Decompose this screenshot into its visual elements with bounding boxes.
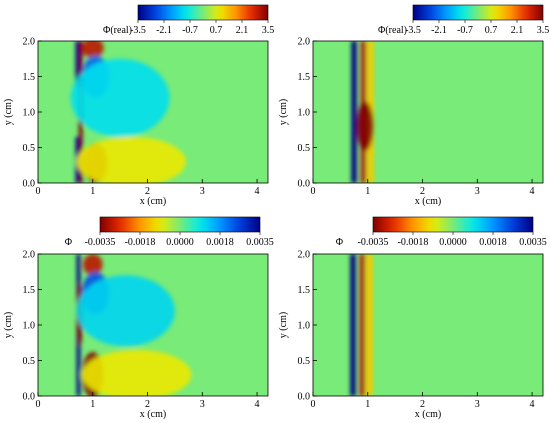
x-tick-label: 4 xyxy=(255,186,260,197)
heatmap-band xyxy=(75,41,80,88)
colorbar-tick-label: -0.0035 xyxy=(358,237,389,248)
heatmap-blob xyxy=(70,58,170,137)
y-axis-label: y (cm) xyxy=(278,99,289,125)
y-tick-label: 0.5 xyxy=(23,143,36,154)
y-tick-label: 0.0 xyxy=(23,392,36,403)
y-axis-label: y (cm) xyxy=(3,312,14,338)
heatmap-blob xyxy=(76,136,186,183)
y-tick-label: 1.5 xyxy=(23,285,36,296)
colorbar xyxy=(99,216,261,233)
y-tick-label: 2.0 xyxy=(298,250,311,261)
x-tick-label: 3 xyxy=(200,186,205,197)
heatmap-band xyxy=(359,254,365,396)
colorbar xyxy=(137,4,269,21)
colorbar-label: Φ xyxy=(336,237,343,248)
x-tick-label: 0 xyxy=(36,399,41,410)
x-tick-label: 2 xyxy=(145,186,150,197)
colorbar-tick-label: -0.7 xyxy=(457,25,473,36)
heatmap-blob xyxy=(76,275,175,347)
heatmap-background xyxy=(313,254,543,396)
heatmap-band xyxy=(351,41,357,183)
x-tick-label: 1 xyxy=(90,399,95,410)
y-tick-label: 0.5 xyxy=(298,356,311,367)
colorbar-tick-label: 2.1 xyxy=(236,25,249,36)
y-tick-label: 0.5 xyxy=(298,143,311,154)
x-tick-label: 1 xyxy=(90,186,95,197)
x-axis-label: x (cm) xyxy=(415,409,441,420)
colorbar-tick-label: 0.7 xyxy=(210,25,223,36)
y-tick-label: 0.0 xyxy=(298,179,311,190)
heatmap-background xyxy=(313,41,543,183)
x-tick-label: 0 xyxy=(36,186,41,197)
colorbar-tick-label: 0.0035 xyxy=(519,237,547,248)
colorbar-label: Φ(real) xyxy=(378,25,407,36)
colorbar-tick-label: 3.5 xyxy=(262,25,275,36)
colorbar-tick-label: -0.7 xyxy=(182,25,198,36)
panel-top-right: 0 1 2 3 40.00.51.01.52.0x (cm)y (cm)Φ(real)-… xyxy=(278,4,550,207)
x-tick-label: 4 xyxy=(255,399,260,410)
colorbar-tick-label: -2.1 xyxy=(156,25,172,36)
x-tick-label: 4 xyxy=(530,399,535,410)
colorbar-tick-label: -3.5 xyxy=(405,25,421,36)
colorbar-tick-label: -0.0018 xyxy=(398,237,429,248)
colorbar-label: Φ(real) xyxy=(103,25,132,36)
colorbar-tick-label: -2.1 xyxy=(431,25,447,36)
y-tick-label: 2.0 xyxy=(23,37,36,48)
y-tick-label: 0.0 xyxy=(23,179,36,190)
colorbar-tick-label: 0.0018 xyxy=(206,237,234,248)
x-tick-label: 3 xyxy=(475,399,480,410)
x-tick-label: 0 xyxy=(311,186,316,197)
colorbar-tick-label: 2.1 xyxy=(511,25,524,36)
y-axis-label: y (cm) xyxy=(278,312,289,338)
heatmap-blob xyxy=(81,349,192,396)
y-tick-label: 0.0 xyxy=(298,392,311,403)
x-tick-label: 2 xyxy=(145,399,150,410)
x-tick-label: 3 xyxy=(200,399,205,410)
heatmap-band xyxy=(366,254,373,396)
colorbar-tick-label: -0.0035 xyxy=(85,237,116,248)
x-tick-label: 1 xyxy=(365,186,370,197)
colorbar-tick-label: 0.0000 xyxy=(166,237,194,248)
y-tick-label: 1.0 xyxy=(23,108,36,119)
y-tick-label: 0.5 xyxy=(23,356,36,367)
colorbar-tick-label: 0.0035 xyxy=(246,237,274,248)
x-tick-label: 3 xyxy=(475,186,480,197)
x-tick-label: 0 xyxy=(311,399,316,410)
y-axis-label: y (cm) xyxy=(3,99,14,125)
x-axis-label: x (cm) xyxy=(140,409,166,420)
y-tick-label: 1.0 xyxy=(298,108,311,119)
heatmap-blob xyxy=(81,41,104,59)
x-tick-label: 1 xyxy=(365,399,370,410)
x-tick-label: 2 xyxy=(420,399,425,410)
x-axis-label: x (cm) xyxy=(415,196,441,207)
x-tick-label: 4 xyxy=(530,186,535,197)
colorbar-label: Φ xyxy=(65,237,72,248)
panel-top-left: 0 1 2 3 40.00.51.01.52.0x (cm)y (cm)Φ(real)-… xyxy=(3,4,275,207)
colorbar-tick-label: -3.5 xyxy=(130,25,146,36)
y-tick-label: 1.0 xyxy=(23,321,36,332)
colorbar xyxy=(412,4,544,21)
heatmap-blob xyxy=(82,254,103,276)
panel-bottom-right: 0 1 2 3 4 0.0 0.5 1.0 1.5 2.0 x (cm) y (cm) Φ -0.0035… xyxy=(278,216,547,420)
y-tick-label: 1.5 xyxy=(298,285,311,296)
y-tick-label: 1.5 xyxy=(23,72,36,83)
colorbar-tick-label: -0.0018 xyxy=(125,237,156,248)
x-tick-label: 2 xyxy=(420,186,425,197)
colorbar-tick-label: 0.7 xyxy=(485,25,498,36)
heatmap-blob xyxy=(356,101,374,152)
colorbar xyxy=(372,216,534,233)
colorbar-tick-label: 0.0018 xyxy=(479,237,507,248)
y-tick-label: 2.0 xyxy=(23,250,36,261)
panel-bottom-left: 0 1 2 3 4 0.0 0.5 1.0 1.5 2.0 x (cm) y (cm) Φ -0.0035… xyxy=(3,216,274,420)
y-tick-label: 2.0 xyxy=(298,37,311,48)
colorbar-tick-label: 0.0000 xyxy=(439,237,467,248)
colorbar-tick-label: 3.5 xyxy=(537,25,550,36)
y-tick-label: 1.0 xyxy=(298,321,311,332)
x-axis-label: x (cm) xyxy=(140,196,166,207)
y-tick-label: 1.5 xyxy=(298,72,311,83)
heatmap-band xyxy=(350,254,356,396)
